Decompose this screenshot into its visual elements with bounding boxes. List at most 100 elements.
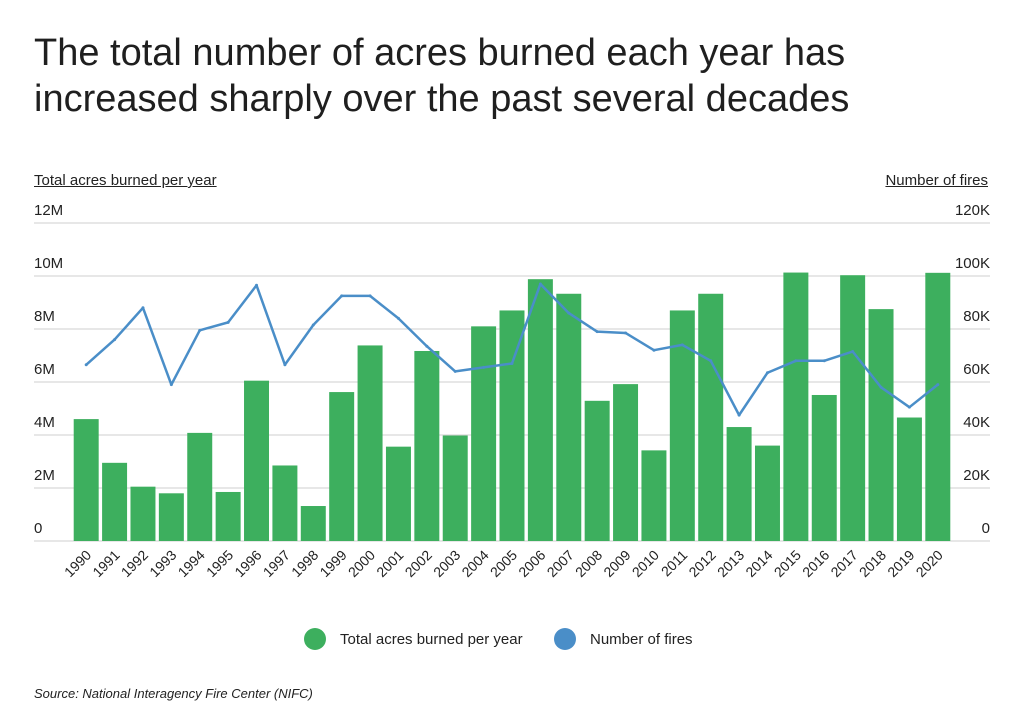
fires-point <box>311 323 315 327</box>
bar <box>726 427 752 541</box>
fires-point <box>84 363 88 367</box>
x-tick-label: 2009 <box>600 547 633 580</box>
x-tick-label: 2007 <box>544 547 577 580</box>
bar <box>442 435 468 541</box>
fires-point <box>851 350 855 354</box>
fires-point <box>169 383 173 387</box>
x-tick-label: 2002 <box>402 547 435 580</box>
left-tick-label: 2M <box>34 467 55 484</box>
left-tick-label: 12M <box>34 202 63 219</box>
x-tick-label: 2006 <box>515 547 548 580</box>
fires-point <box>482 365 486 369</box>
x-tick-label: 2019 <box>884 547 917 580</box>
x-tick-label: 1996 <box>231 547 264 580</box>
bar <box>130 486 156 541</box>
fires-point <box>936 383 940 387</box>
x-tick-label: 1991 <box>89 547 122 580</box>
bar <box>613 384 639 541</box>
left-tick-label: 10M <box>34 255 63 272</box>
fires-point <box>737 413 741 417</box>
x-tick-label: 2004 <box>458 547 491 580</box>
x-tick-label: 2010 <box>629 547 662 580</box>
fires-point <box>794 359 798 363</box>
fires-point <box>113 338 117 342</box>
left-tick-label: 0 <box>34 520 42 537</box>
bar <box>300 506 326 541</box>
fires-point <box>879 385 883 389</box>
bar <box>840 275 866 541</box>
bar <box>641 450 667 541</box>
right-tick-label: 80K <box>963 308 990 325</box>
left-tick-label: 8M <box>34 308 55 325</box>
bar <box>783 272 809 541</box>
x-tick-label: 2003 <box>430 547 463 580</box>
x-tick-label: 2017 <box>827 547 860 580</box>
bar <box>811 394 837 541</box>
fires-point <box>198 328 202 332</box>
x-tick-label: 2001 <box>373 547 406 580</box>
right-tick-label: 0 <box>982 520 990 537</box>
legend: Total acres burned per year Number of fi… <box>0 628 1024 652</box>
x-tick-label: 1997 <box>260 547 293 580</box>
right-tick-label: 20K <box>963 467 990 484</box>
bar <box>414 350 440 541</box>
chart-title-line-2: increased sharply over the past several … <box>34 78 850 120</box>
legend-label-fires: Number of fires <box>590 630 693 648</box>
x-tick-label: 2005 <box>487 547 520 580</box>
legend-swatch-acres <box>304 628 326 650</box>
fires-point <box>453 369 457 373</box>
x-tick-label: 1998 <box>288 547 321 580</box>
x-tick-label: 1994 <box>175 547 208 580</box>
fires-point <box>567 311 571 315</box>
bar <box>158 493 184 541</box>
x-tick-label: 2018 <box>856 547 889 580</box>
x-tick-label: 2014 <box>742 547 775 580</box>
fires-point <box>368 294 372 298</box>
bar <box>187 432 213 541</box>
fires-point <box>226 320 230 324</box>
x-tick-label: 2008 <box>572 547 605 580</box>
bar <box>385 446 411 541</box>
bar <box>556 293 582 541</box>
bar <box>584 400 610 541</box>
fires-point <box>709 359 713 363</box>
x-tick-label: 2012 <box>685 547 718 580</box>
x-tick-label: 1999 <box>316 547 349 580</box>
bar <box>754 445 780 541</box>
fires-point <box>822 359 826 363</box>
right-tick-label: 60K <box>963 361 990 378</box>
chart-title: The total number of acres burned each ye… <box>34 30 994 122</box>
fires-point <box>652 348 656 352</box>
bar <box>102 462 128 541</box>
fires-point <box>425 344 429 348</box>
source-note: Source: National Interagency Fire Center… <box>34 686 313 701</box>
fires-point <box>510 361 514 365</box>
x-tick-label: 2013 <box>714 547 747 580</box>
left-tick-label: 4M <box>34 414 55 431</box>
bar <box>527 279 553 541</box>
fires-point <box>907 405 911 409</box>
x-tick-label: 2016 <box>799 547 832 580</box>
x-tick-label: 2000 <box>345 547 378 580</box>
fires-point <box>283 363 287 367</box>
fires-point <box>538 282 542 286</box>
bar <box>925 272 951 541</box>
x-tick-label: 2015 <box>771 547 804 580</box>
left-axis-title: Total acres burned per year <box>34 172 217 189</box>
bar <box>698 293 724 541</box>
legend-label-acres: Total acres burned per year <box>340 630 523 648</box>
fires-point <box>765 371 769 375</box>
x-tick-label: 2020 <box>913 547 946 580</box>
fires-point <box>595 330 599 334</box>
bar <box>272 465 298 541</box>
bar <box>329 392 355 541</box>
x-tick-label: 1992 <box>118 547 151 580</box>
bar <box>215 491 241 541</box>
fires-point <box>624 331 628 335</box>
fires-point <box>340 294 344 298</box>
x-tick-label: 1993 <box>146 547 179 580</box>
fires-point <box>141 306 145 310</box>
x-tick-label: 2011 <box>658 547 691 580</box>
legend-swatch-fires <box>554 628 576 650</box>
